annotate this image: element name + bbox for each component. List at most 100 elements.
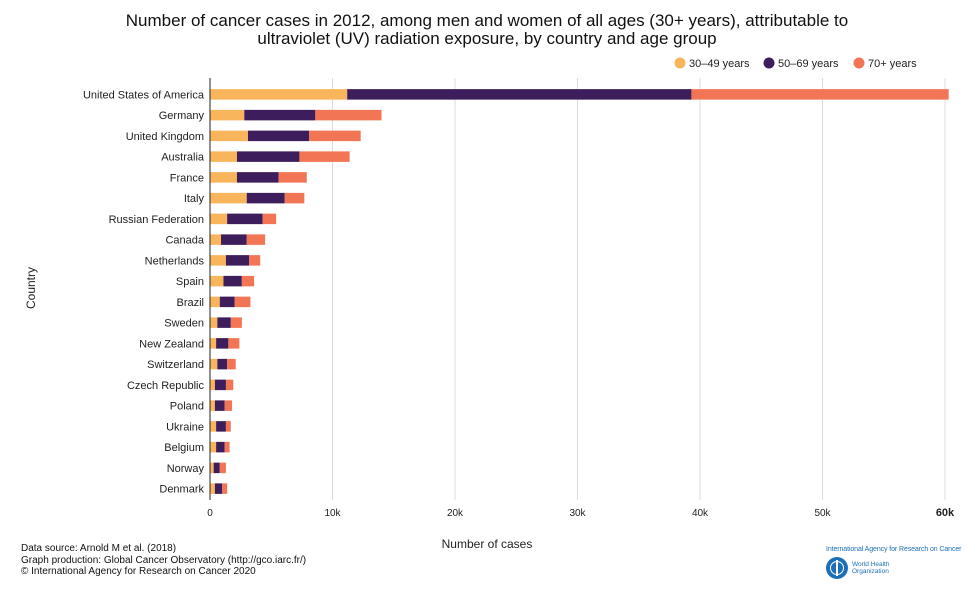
bar-segment xyxy=(225,421,231,432)
bar-segment xyxy=(217,358,228,370)
bar-segment xyxy=(227,213,263,225)
bar-segment xyxy=(299,151,350,162)
category-label: Netherlands xyxy=(145,255,205,267)
x-tick-label: 0 xyxy=(207,508,213,519)
category-label: France xyxy=(170,172,204,184)
category-label: Sweden xyxy=(164,318,204,330)
bar-segment xyxy=(210,234,222,245)
who-logo-text: World Health Organization xyxy=(852,561,890,575)
x-tick-label: 40k xyxy=(692,508,709,519)
bar-segment xyxy=(244,109,316,121)
legend-swatch xyxy=(763,57,775,69)
category-label: Czech Republic xyxy=(127,380,205,392)
legend-label: 70+ years xyxy=(868,58,917,70)
bar-segment xyxy=(221,234,247,245)
bar-segment xyxy=(210,109,245,121)
bar-segment xyxy=(210,275,224,287)
source-footer: Data source: Arnold M et al. (2018) Grap… xyxy=(21,543,306,578)
bar-segment xyxy=(210,441,217,453)
who-logo: World Health Organization xyxy=(826,557,966,579)
category-label: Spain xyxy=(176,276,204,288)
category-label: Switzerland xyxy=(147,359,204,371)
bar-segment xyxy=(214,379,226,391)
category-label: United Kingdom xyxy=(126,131,204,143)
legend-swatch xyxy=(674,57,686,69)
category-label: Australia xyxy=(161,152,205,164)
who-emblem-icon xyxy=(826,557,848,579)
bar-segment xyxy=(691,89,949,100)
bar-segment xyxy=(225,255,250,266)
bar-segment xyxy=(225,379,234,391)
bar-segment xyxy=(210,462,214,474)
x-tick-label: 30k xyxy=(569,508,586,519)
bar-segment xyxy=(210,255,226,266)
bar-segment xyxy=(210,296,220,308)
bar-segment xyxy=(210,421,217,432)
data-source-text: Data source: Arnold M et al. (2018) xyxy=(21,543,177,554)
bar-segment xyxy=(246,234,266,245)
bar-segment xyxy=(213,462,220,474)
bar-segment xyxy=(210,358,218,370)
x-tick-label: 10k xyxy=(324,508,341,519)
bar-segment xyxy=(234,296,251,308)
category-label: Russian Federation xyxy=(109,214,204,226)
category-label: Norway xyxy=(167,463,205,475)
bar-segment xyxy=(214,400,225,411)
bar-segment xyxy=(210,338,217,349)
bar-segment xyxy=(216,338,229,349)
bar-segment xyxy=(262,213,277,225)
category-label: Ukraine xyxy=(166,421,204,433)
x-tick-label: 50k xyxy=(814,508,831,519)
bar-segment xyxy=(309,130,361,142)
legend-swatch xyxy=(853,57,865,69)
x-tick-label: 20k xyxy=(447,508,464,519)
bar-segment xyxy=(236,172,279,183)
bar-segment xyxy=(219,296,235,308)
legend-label: 30–49 years xyxy=(689,58,750,70)
copyright-text: © International Agency for Research on C… xyxy=(21,566,256,577)
bar-segment xyxy=(210,130,248,142)
chart-title: Number of cancer cases in 2012, among me… xyxy=(0,12,974,48)
bar-segment xyxy=(224,441,230,453)
category-label: Germany xyxy=(159,110,205,122)
bar-segment xyxy=(227,358,236,370)
category-label: Canada xyxy=(165,235,204,247)
bar-segment xyxy=(224,400,233,411)
category-label: United States of America xyxy=(83,89,205,101)
category-label: New Zealand xyxy=(139,338,204,350)
bar-segment xyxy=(219,462,226,474)
bar-segment xyxy=(347,89,692,100)
bar-segment xyxy=(210,89,348,100)
iarc-logo-text: International Agency for Research on Can… xyxy=(826,546,962,553)
bar-segment xyxy=(210,151,237,162)
bar-segment xyxy=(249,255,261,266)
bar-segment xyxy=(223,275,242,287)
bar-segment xyxy=(315,109,382,121)
bar-segment xyxy=(210,400,215,411)
y-axis-title: Country xyxy=(24,267,38,309)
bar-segment xyxy=(230,317,242,328)
chart-title-line-2: ultraviolet (UV) radiation exposure, by … xyxy=(257,29,717,48)
bar-segment xyxy=(236,151,300,162)
bar-segment xyxy=(284,192,305,204)
category-label: Italy xyxy=(184,193,205,205)
category-label: Denmark xyxy=(159,484,204,496)
bar-segment xyxy=(278,172,307,183)
x-tick-label: 60k xyxy=(936,507,955,519)
bar-segment xyxy=(210,379,215,391)
bar-segment xyxy=(210,483,215,494)
bar-segment xyxy=(247,130,310,142)
bar-segment xyxy=(210,213,228,225)
category-label: Belgium xyxy=(164,442,204,454)
graph-production-text: Graph production: Global Cancer Observat… xyxy=(21,554,307,566)
legend-label: 50–69 years xyxy=(778,58,839,70)
bar-segment xyxy=(222,483,228,494)
category-label: Brazil xyxy=(176,297,204,309)
bar-segment xyxy=(228,338,240,349)
bar-segment xyxy=(241,275,255,287)
chart-title-line-1: Number of cancer cases in 2012, among me… xyxy=(125,11,849,30)
bar-segment xyxy=(216,421,226,432)
iarc-who-logo: International Agency for Research on Can… xyxy=(826,546,966,579)
bar-segment xyxy=(217,317,231,328)
